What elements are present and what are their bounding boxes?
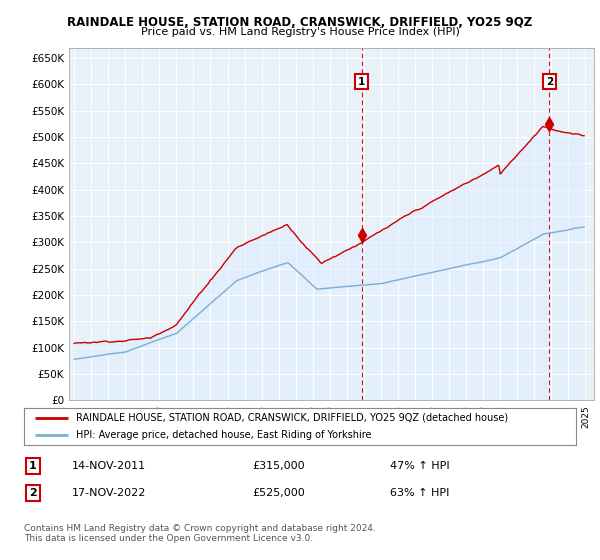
Text: 2: 2 bbox=[29, 488, 37, 498]
Text: Contains HM Land Registry data © Crown copyright and database right 2024.
This d: Contains HM Land Registry data © Crown c… bbox=[24, 524, 376, 543]
Text: 14-NOV-2011: 14-NOV-2011 bbox=[72, 461, 146, 471]
Text: 47% ↑ HPI: 47% ↑ HPI bbox=[390, 461, 449, 471]
Text: RAINDALE HOUSE, STATION ROAD, CRANSWICK, DRIFFIELD, YO25 9QZ: RAINDALE HOUSE, STATION ROAD, CRANSWICK,… bbox=[67, 16, 533, 29]
Text: 1: 1 bbox=[29, 461, 37, 471]
Text: Price paid vs. HM Land Registry's House Price Index (HPI): Price paid vs. HM Land Registry's House … bbox=[140, 27, 460, 37]
Text: £525,000: £525,000 bbox=[252, 488, 305, 498]
Text: 17-NOV-2022: 17-NOV-2022 bbox=[72, 488, 146, 498]
Text: 63% ↑ HPI: 63% ↑ HPI bbox=[390, 488, 449, 498]
Text: RAINDALE HOUSE, STATION ROAD, CRANSWICK, DRIFFIELD, YO25 9QZ (detached house): RAINDALE HOUSE, STATION ROAD, CRANSWICK,… bbox=[76, 413, 509, 423]
Text: 2: 2 bbox=[546, 77, 553, 87]
Text: £315,000: £315,000 bbox=[252, 461, 305, 471]
Text: 1: 1 bbox=[358, 77, 365, 87]
Text: HPI: Average price, detached house, East Riding of Yorkshire: HPI: Average price, detached house, East… bbox=[76, 430, 372, 440]
